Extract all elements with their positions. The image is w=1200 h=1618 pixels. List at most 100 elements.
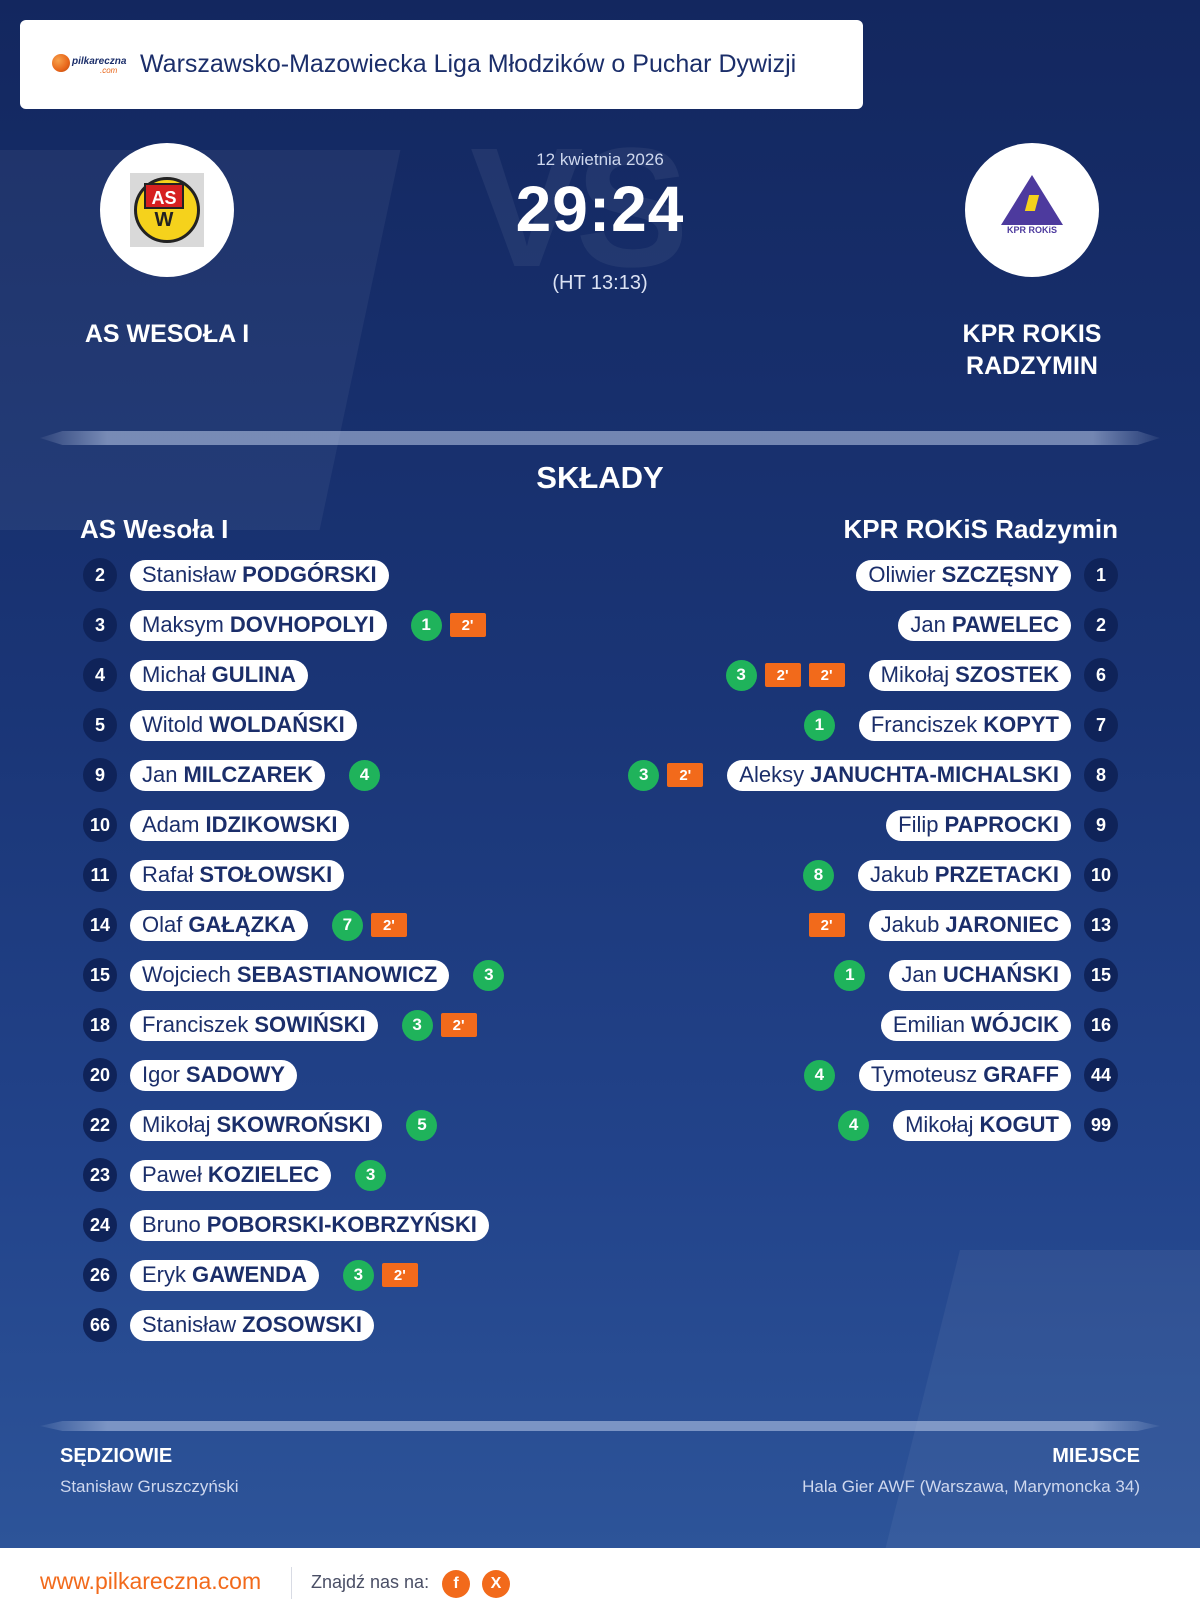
player-number: 13 bbox=[1084, 908, 1118, 942]
home-player-row: 11 Rafał STOŁOWSKI bbox=[83, 858, 345, 892]
home-player-row: 66 Stanisław ZOSOWSKI bbox=[83, 1308, 374, 1342]
player-last-name: KOPYT bbox=[983, 712, 1059, 737]
player-first-name: Tymoteusz bbox=[870, 1062, 978, 1087]
player-name[interactable]: Mikołaj SZOSTEK bbox=[868, 659, 1071, 691]
player-first-name: Jakub bbox=[880, 912, 940, 937]
vs-watermark: VS bbox=[470, 113, 689, 303]
player-name[interactable]: Wojciech SEBASTIANOWICZ bbox=[130, 959, 450, 991]
player-name[interactable]: Franciszek KOPYT bbox=[858, 709, 1071, 741]
player-stats: 2' bbox=[808, 913, 845, 937]
goals-badge: 4 bbox=[349, 759, 381, 791]
divider bbox=[40, 431, 1160, 445]
player-first-name: Paweł bbox=[142, 1162, 202, 1187]
player-name[interactable]: Olaf GAŁĄZKA bbox=[130, 909, 308, 941]
player-number: 2 bbox=[1084, 608, 1118, 642]
player-first-name: Emilian bbox=[892, 1012, 965, 1037]
away-player-row: 7 Franciszek KOPYT 1 bbox=[803, 708, 1118, 742]
player-number: 1 bbox=[1084, 558, 1118, 592]
player-stats: 1 bbox=[803, 709, 835, 741]
player-name[interactable]: Jakub JARONIEC bbox=[868, 909, 1071, 941]
footer-separator bbox=[291, 1567, 292, 1599]
player-name[interactable]: Filip PAPROCKI bbox=[886, 809, 1071, 841]
away-team-logo: KPR ROKiS bbox=[965, 143, 1099, 277]
away-player-row: 2 Jan PAWELEC bbox=[898, 608, 1118, 642]
player-stats: 8 bbox=[803, 859, 835, 891]
player-name[interactable]: Oliwier SZCZĘSNY bbox=[856, 559, 1071, 591]
home-player-row: 18 Franciszek SOWIŃSKI 3 2' bbox=[83, 1008, 477, 1042]
player-name[interactable]: Witold WOLDAŃSKI bbox=[130, 709, 357, 741]
away-player-row: 16 Emilian WÓJCIK bbox=[880, 1008, 1118, 1042]
referees-label: SĘDZIOWIE bbox=[60, 1445, 173, 1467]
player-name[interactable]: Stanisław PODGÓRSKI bbox=[130, 559, 389, 591]
player-name[interactable]: Tymoteusz GRAFF bbox=[858, 1059, 1071, 1091]
player-stats: 3 bbox=[355, 1159, 387, 1191]
player-number: 15 bbox=[1084, 958, 1118, 992]
player-name[interactable]: Michał GULINA bbox=[130, 659, 308, 691]
player-stats: 3 2' bbox=[401, 1009, 477, 1041]
goals-badge: 7 bbox=[331, 909, 363, 941]
player-number: 3 bbox=[83, 608, 117, 642]
referees-value: Stanisław Gruszczyński bbox=[60, 1477, 239, 1496]
player-stats: 1 bbox=[834, 959, 866, 991]
player-name[interactable]: Bruno POBORSKI-KOBRZYŃSKI bbox=[130, 1209, 489, 1241]
suspension-badge: 2' bbox=[381, 1263, 418, 1287]
brand-logo[interactable]: pilkareczna .com bbox=[50, 52, 142, 78]
player-last-name: SOWIŃSKI bbox=[254, 1012, 366, 1037]
goals-badge: 3 bbox=[473, 959, 505, 991]
halftime-score: (HT 13:13) bbox=[552, 272, 648, 294]
player-first-name: Adam bbox=[142, 812, 200, 837]
player-number: 15 bbox=[83, 958, 117, 992]
goals-badge: 5 bbox=[406, 1109, 438, 1141]
player-first-name: Stanisław bbox=[142, 1312, 237, 1337]
home-player-row: 10 Adam IDZIKOWSKI bbox=[83, 808, 350, 842]
player-name[interactable]: Rafał STOŁOWSKI bbox=[130, 859, 345, 891]
player-name[interactable]: Stanisław ZOSOWSKI bbox=[130, 1309, 374, 1341]
footer: www.pilkareczna.com Znajdź nas na: f X bbox=[0, 1548, 1200, 1618]
home-badge-icon: AS W bbox=[130, 173, 204, 247]
player-first-name: Franciszek bbox=[142, 1012, 249, 1037]
player-name[interactable]: Jakub PRZETACKI bbox=[858, 859, 1071, 891]
player-last-name: DOVHOPOLYI bbox=[229, 612, 375, 637]
player-stats: 1 2' bbox=[410, 609, 486, 641]
home-team-name: AS WESOŁA I bbox=[84, 320, 250, 348]
player-name[interactable]: Mikołaj SKOWROŃSKI bbox=[130, 1109, 383, 1141]
player-name[interactable]: Paweł KOZIELEC bbox=[130, 1159, 332, 1191]
home-player-row: 24 Bruno POBORSKI-KOBRZYŃSKI bbox=[83, 1208, 489, 1242]
player-first-name: Bruno bbox=[142, 1212, 201, 1237]
x-icon[interactable]: X bbox=[482, 1570, 510, 1598]
player-first-name: Olaf bbox=[142, 912, 183, 937]
home-player-row: 20 Igor SADOWY bbox=[83, 1058, 297, 1092]
website-link[interactable]: www.pilkareczna.com bbox=[40, 1568, 262, 1594]
player-number: 24 bbox=[83, 1208, 117, 1242]
player-number: 26 bbox=[83, 1258, 117, 1292]
home-player-row: 3 Maksym DOVHOPOLYI 1 2' bbox=[83, 608, 486, 642]
player-number: 10 bbox=[83, 808, 117, 842]
player-name[interactable]: Adam IDZIKOWSKI bbox=[130, 809, 350, 841]
player-number: 7 bbox=[1084, 708, 1118, 742]
player-name[interactable]: Igor SADOWY bbox=[130, 1059, 297, 1091]
home-player-row: 23 Paweł KOZIELEC 3 bbox=[83, 1158, 387, 1192]
player-name[interactable]: Jan UCHAŃSKI bbox=[889, 959, 1071, 991]
player-name[interactable]: Jan MILCZAREK bbox=[130, 759, 326, 791]
goals-badge: 1 bbox=[803, 709, 835, 741]
goals-badge: 3 bbox=[342, 1259, 374, 1291]
player-last-name: SZOSTEK bbox=[955, 662, 1059, 687]
player-name[interactable]: Franciszek SOWIŃSKI bbox=[130, 1009, 378, 1041]
facebook-icon[interactable]: f bbox=[442, 1570, 470, 1598]
home-player-row: 5 Witold WOLDAŃSKI bbox=[83, 708, 357, 742]
player-first-name: Eryk bbox=[142, 1262, 186, 1287]
player-name[interactable]: Aleksy JANUCHTA-MICHALSKI bbox=[727, 759, 1071, 791]
player-name[interactable]: Emilian WÓJCIK bbox=[880, 1009, 1071, 1041]
player-last-name: KOGUT bbox=[979, 1112, 1059, 1137]
player-name[interactable]: Eryk GAWENDA bbox=[130, 1259, 319, 1291]
player-last-name: SEBASTIANOWICZ bbox=[236, 962, 438, 987]
player-name[interactable]: Mikołaj KOGUT bbox=[893, 1109, 1071, 1141]
player-last-name: MILCZAREK bbox=[183, 762, 314, 787]
home-player-row: 4 Michał GULINA bbox=[83, 658, 308, 692]
away-player-row: 8 Aleksy JANUCHTA-MICHALSKI 3 2' bbox=[628, 758, 1118, 792]
player-last-name: ZOSOWSKI bbox=[242, 1312, 362, 1337]
player-name[interactable]: Jan PAWELEC bbox=[898, 609, 1071, 641]
player-number: 11 bbox=[83, 858, 117, 892]
player-last-name: SADOWY bbox=[185, 1062, 285, 1087]
player-name[interactable]: Maksym DOVHOPOLYI bbox=[130, 609, 387, 641]
